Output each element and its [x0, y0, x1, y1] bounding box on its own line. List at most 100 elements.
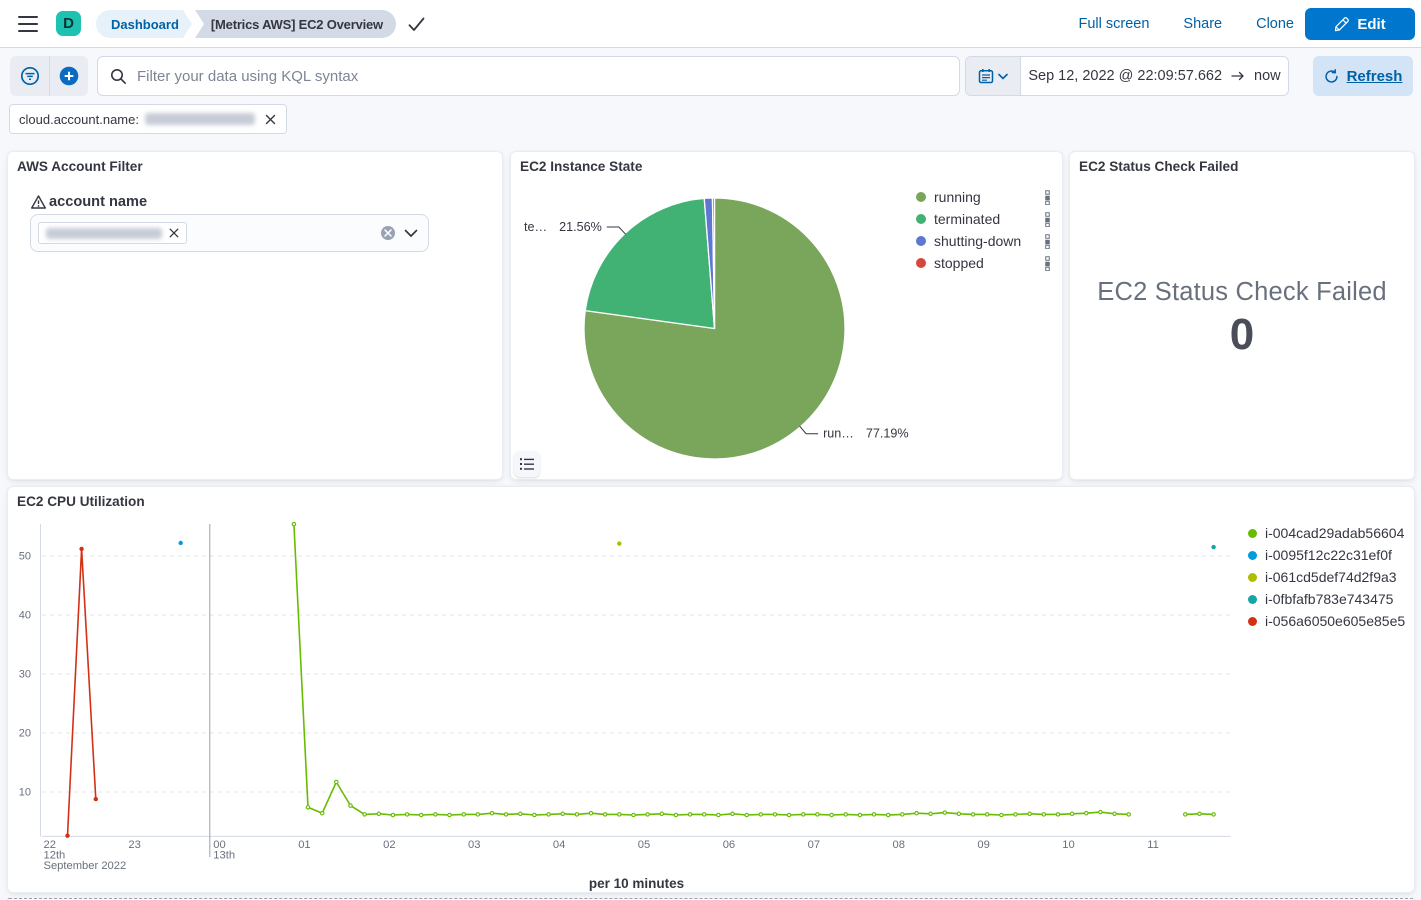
panel-title: EC2 CPU Utilization [17, 494, 145, 509]
date-range-start[interactable]: Sep 12, 2022 @ 22:09:57.662 [1028, 68, 1223, 84]
filter-menu-button[interactable] [10, 56, 49, 96]
x-axis-tick-label: 10 [1062, 839, 1074, 851]
x-axis-tick-label: 02 [383, 839, 395, 851]
menu-icon[interactable] [18, 13, 38, 35]
legend-color-dot [916, 236, 926, 246]
chevron-down-icon [998, 73, 1008, 80]
pie-legend-item-stopped: stopped [916, 252, 1050, 274]
instance-state-pie-chart[interactable]: te… 21.56% run… 77.19% [511, 152, 1064, 481]
data-point [362, 812, 367, 817]
x-axis-tick-label: 08 [893, 839, 905, 851]
legend-item-label[interactable]: i-0095f12c22c31ef0f [1265, 547, 1392, 563]
data-point [178, 540, 183, 546]
pie-legend-item-terminated: terminated [916, 208, 1050, 230]
legend-color-dot [916, 192, 926, 202]
cpu-chart-legend: i-004cad29adab56604 i-0095f12c22c31ef0f i-… [1248, 522, 1405, 632]
data-point [588, 810, 594, 816]
panel-title: EC2 Instance State [520, 159, 643, 174]
legend-item-actions-icon[interactable] [1045, 190, 1050, 205]
series-line-i-056a6050e605e85e5 [66, 548, 97, 836]
data-point [885, 812, 891, 818]
selected-account-value-redacted [46, 227, 162, 239]
add-filter-button[interactable] [49, 56, 88, 96]
data-point [418, 812, 424, 818]
legend-toggle-button[interactable] [514, 451, 540, 477]
data-point [843, 812, 848, 817]
cpu-legend-item: i-056a6050e605e85e5 [1248, 610, 1405, 632]
edit-button[interactable]: Edit [1305, 8, 1415, 40]
filter-pill-cloud-account-name[interactable]: cloud.account.name: [9, 104, 287, 134]
account-name-combobox[interactable] [30, 214, 429, 252]
full-screen-link[interactable]: Full screen [1078, 16, 1150, 32]
data-point [1197, 811, 1202, 817]
x-axis-tick-label: 23 [128, 839, 140, 851]
data-point [404, 812, 410, 817]
panel-ec2-cpu-utilization: EC2 CPU Utilization 10 20 30 40 50 22 12th Sept… [7, 486, 1415, 893]
metric-value: 0 [1229, 310, 1255, 359]
x-axis-context-label: September 2022 [44, 860, 127, 872]
arrow-right-icon [1231, 71, 1244, 81]
refresh-button[interactable]: Refresh [1313, 56, 1413, 96]
data-point [942, 810, 948, 815]
legend-item-actions-icon[interactable] [1045, 256, 1050, 271]
legend-item-label[interactable]: i-056a6050e605e85e5 [1265, 613, 1406, 629]
breadcrumb-current-page: [Metrics AWS] EC2 Overview [194, 10, 396, 38]
kql-search-input[interactable] [137, 67, 947, 85]
pie-slice-terminated[interactable] [584, 197, 716, 330]
saved-check-icon [408, 17, 425, 31]
data-point [999, 812, 1004, 818]
breadcrumb-arrow [182, 10, 192, 38]
pencil-icon [1335, 16, 1350, 31]
panel-ec2-status-check-failed: EC2 Status Check Failed EC2 Status Check… [1069, 151, 1415, 480]
y-axis-tick-label: 10 [19, 787, 31, 799]
data-point [319, 810, 325, 816]
data-point [829, 812, 834, 818]
space-avatar[interactable]: D [56, 11, 81, 36]
legend-color-dot [1248, 616, 1257, 626]
data-point [758, 812, 764, 817]
panel-ec2-instance-state: EC2 Instance State te… 21.56% run… 77.19% r… [510, 151, 1063, 480]
pie-legend-item-shutting-down: shutting-down [916, 230, 1050, 252]
remove-tag-icon[interactable] [169, 228, 179, 238]
legend-item-actions-icon[interactable] [1045, 212, 1050, 227]
data-point [1027, 811, 1032, 817]
legend-item-label[interactable]: i-0fbfafb783e743475 [1265, 591, 1394, 607]
data-point [546, 812, 551, 817]
y-axis-tick-label: 30 [19, 669, 31, 681]
selected-account-tag [38, 222, 187, 244]
date-range-end[interactable]: now [1254, 68, 1281, 84]
filter-pill-remove-icon[interactable] [265, 114, 276, 125]
data-point [1069, 811, 1075, 817]
cpu-legend-item: i-0095f12c22c31ef0f [1248, 544, 1405, 566]
data-point [1126, 812, 1131, 817]
legend-item-label[interactable]: stopped [934, 255, 984, 271]
data-point [447, 812, 452, 818]
legend-item-actions-icon[interactable] [1045, 234, 1050, 249]
pie-callout-label: te… 21.56% [524, 220, 602, 234]
breadcrumb-dashboard[interactable]: Dashboard [96, 10, 183, 38]
panel-title: AWS Account Filter [17, 159, 143, 174]
control-label: account name [49, 194, 148, 210]
clear-selection-icon[interactable] [381, 226, 395, 240]
legend-item-label[interactable]: i-061cd5def74d2f9a3 [1265, 569, 1397, 585]
querybar-icon-group [10, 56, 88, 96]
date-quick-select-button[interactable] [966, 57, 1021, 95]
share-link[interactable]: Share [1183, 16, 1223, 32]
legend-item-label[interactable]: running [934, 189, 981, 205]
clone-link[interactable]: Clone [1256, 16, 1294, 32]
x-axis-tick-label: 00 [213, 839, 225, 851]
x-axis-tick-label: 22 [44, 839, 56, 851]
data-point [631, 812, 636, 818]
legend-item-label[interactable]: shutting-down [934, 233, 1022, 249]
y-axis-tick-label: 50 [19, 551, 31, 563]
search-icon [111, 68, 126, 84]
combobox-chevron-down-icon[interactable] [404, 229, 418, 238]
data-point [602, 812, 608, 817]
legend-color-dot [916, 258, 926, 268]
data-point [532, 812, 537, 818]
pie-slice-stopped[interactable] [711, 197, 716, 330]
legend-item-label[interactable]: i-004cad29adab56604 [1265, 525, 1405, 541]
legend-item-label[interactable]: terminated [934, 211, 1001, 227]
cpu-legend-item: i-0fbfafb783e743475 [1248, 588, 1405, 610]
